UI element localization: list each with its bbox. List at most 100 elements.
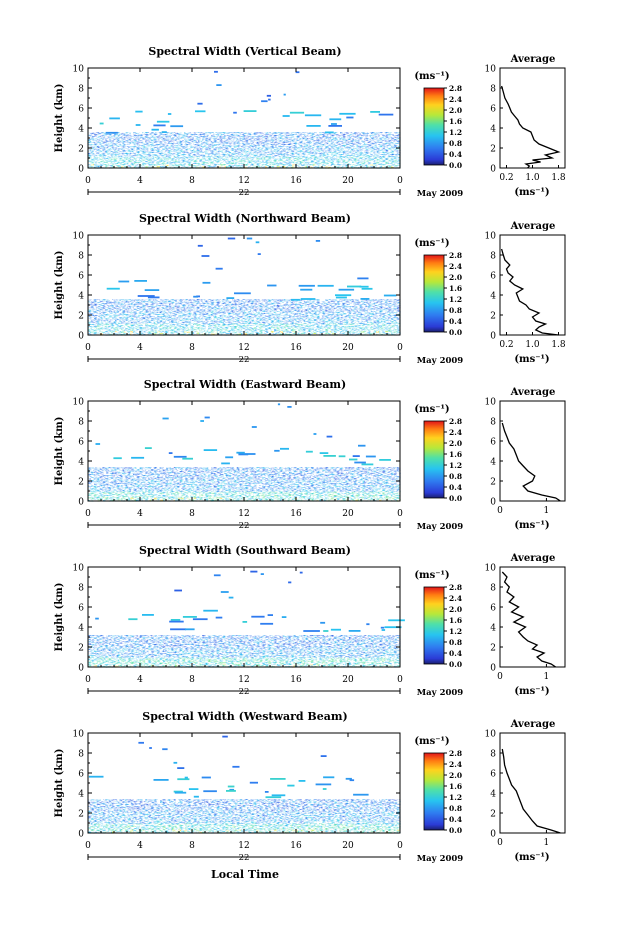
heatmap-cell	[340, 158, 344, 161]
heatmap-cell	[139, 146, 143, 149]
heatmap-cell	[256, 154, 260, 157]
heatmap-cell	[145, 148, 149, 151]
heatmap-cell	[214, 158, 218, 161]
heatmap-cell	[298, 140, 302, 143]
heatmap-cell	[223, 142, 227, 145]
heatmap-cell	[103, 134, 107, 137]
heatmap-cell	[274, 146, 278, 149]
heatmap-cell	[370, 146, 374, 149]
heatmap-cell	[94, 152, 98, 155]
heatmap-cell	[343, 164, 347, 167]
heatmap-cell	[115, 160, 119, 163]
heatmap-cell	[109, 164, 113, 167]
heatmap-cell	[232, 132, 236, 135]
heatmap-cell	[148, 140, 152, 143]
heatmap-cell	[292, 166, 296, 169]
heatmap-cell	[379, 148, 383, 151]
heatmap-cell	[175, 140, 179, 143]
heatmap-cell	[370, 309, 374, 312]
heatmap-cell	[124, 134, 128, 137]
x-tick-label: 20	[342, 343, 354, 353]
heatmap-cell	[175, 156, 179, 159]
heatmap-cell	[202, 160, 206, 163]
heatmap-cell	[112, 136, 116, 139]
heatmap-cell	[226, 144, 230, 147]
average-profile-line	[500, 248, 559, 336]
heatmap-cell	[337, 144, 341, 147]
heatmap-cell	[280, 140, 284, 143]
heatmap-cell	[232, 152, 236, 155]
heatmap-cell	[139, 140, 143, 143]
heatmap-cell	[385, 164, 389, 167]
heatmap-cell	[112, 146, 116, 149]
heatmap-cell	[226, 140, 230, 143]
heatmap-cell	[301, 140, 305, 143]
heatmap-cell	[109, 148, 113, 151]
heatmap-cell	[340, 146, 344, 149]
heatmap-cell	[151, 158, 155, 161]
heatmap-cell	[367, 146, 371, 149]
heatmap-cell	[259, 162, 263, 165]
heatmap-cell	[241, 134, 245, 137]
heatmap-cell	[226, 132, 230, 135]
heatmap-cell	[331, 164, 335, 167]
heatmap-cell	[280, 154, 284, 157]
heatmap-cell	[265, 152, 269, 155]
heatmap-cell	[373, 132, 377, 135]
heatmap-cell	[142, 156, 146, 159]
heatmap-cell	[247, 138, 251, 141]
heatmap-cell	[283, 140, 287, 143]
heatmap-cell	[178, 150, 182, 153]
heatmap-cell	[361, 134, 365, 137]
heatmap-cell	[370, 140, 374, 143]
heatmap-cell	[337, 148, 341, 151]
heatmap-cell	[100, 323, 104, 326]
heatmap-cell	[388, 154, 392, 157]
heatmap-cell	[121, 142, 125, 145]
heatmap-cell	[136, 166, 140, 169]
heatmap-cell	[199, 140, 203, 143]
heatmap-cell	[268, 150, 272, 153]
heatmap-cell	[310, 156, 314, 159]
heatmap-cell	[142, 148, 146, 151]
heatmap-cell	[382, 134, 386, 137]
heatmap-cell	[181, 144, 185, 147]
heatmap-cell	[376, 160, 380, 163]
sparse-echo	[361, 287, 373, 290]
heatmap-cell	[304, 154, 308, 157]
heatmap-cell	[163, 166, 167, 169]
heatmap-cell	[280, 136, 284, 139]
heatmap-cell	[154, 132, 158, 135]
heatmap-cell	[175, 158, 179, 161]
heatmap-cell	[196, 148, 200, 151]
heatmap-cell	[133, 164, 137, 167]
heatmap-cell	[292, 134, 296, 137]
heatmap-cell	[169, 150, 173, 153]
x-tick-label: 16	[290, 176, 302, 186]
heatmap-cell	[160, 148, 164, 151]
heatmap-cell	[295, 148, 299, 151]
heatmap-cell	[265, 154, 269, 157]
heatmap-cell	[295, 164, 299, 167]
sparse-echo	[214, 70, 218, 73]
heatmap-cell	[202, 164, 206, 167]
heatmap-cell	[100, 160, 104, 163]
heatmap-cell	[142, 142, 146, 145]
heatmap-cell	[379, 146, 383, 149]
heatmap-cell	[298, 164, 302, 167]
heatmap-cell	[124, 164, 128, 167]
x-tick-label: 20	[342, 176, 354, 186]
heatmap-cell	[202, 323, 206, 326]
heatmap-cell	[361, 148, 365, 151]
heatmap-cell	[145, 160, 149, 163]
heatmap-cell	[163, 134, 167, 137]
heatmap-cell	[214, 142, 218, 145]
heatmap-cell	[337, 142, 341, 145]
heatmap-cell	[307, 134, 311, 137]
panel-1: Spectral Width (Vertical Beam)0246810Hei…	[54, 45, 566, 199]
heatmap-cell	[97, 142, 101, 145]
heatmap-cell	[373, 166, 377, 169]
heatmap-cell	[244, 150, 248, 153]
heatmap-cell	[262, 152, 266, 155]
average-title: Average	[510, 54, 556, 65]
